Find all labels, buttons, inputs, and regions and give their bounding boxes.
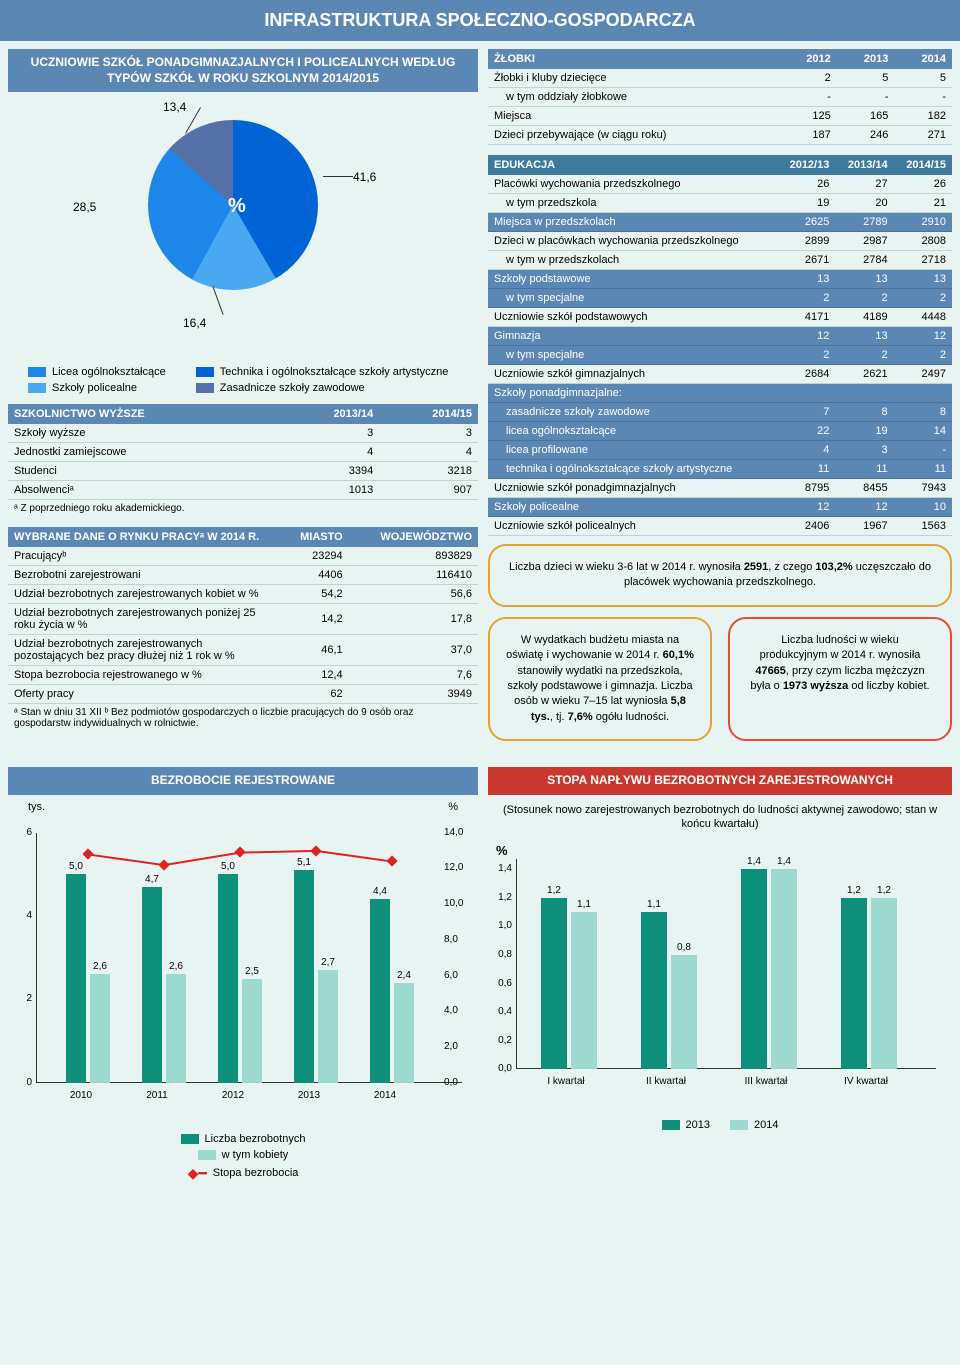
table-row: w tym oddziały żłobkowe--- <box>488 88 952 107</box>
table-row: Studenci33943218 <box>8 462 478 481</box>
callout-population: Liczba ludności w wieku produkcyjnym w 2… <box>728 617 952 741</box>
table-row: w tym specjalne222 <box>488 346 952 365</box>
callout-children: Liczba dzieci w wieku 3-6 lat w 2014 r. … <box>488 544 952 607</box>
pie-title: UCZNIOWIE SZKÓŁ PONADGIMNAZJALNYCH I POL… <box>8 49 478 92</box>
unemp-title: BEZROBOCIE REJESTROWANE <box>8 767 478 795</box>
table-row: Gimnazja121312 <box>488 327 952 346</box>
pie-label: 41,6 <box>353 170 376 184</box>
unemployment-chart: 02460,02,04,06,08,010,012,014,0201020112… <box>14 823 472 1123</box>
axis-label: % <box>448 801 458 813</box>
table-row: Oferty pracy623949 <box>8 685 478 704</box>
inflow-chart: % 0,00,20,40,60,81,01,21,4I kwartałII kw… <box>494 849 946 1109</box>
higher-edu-table: SZKOLNICTWO WYŻSZE2013/142014/15 Szkoły … <box>8 404 478 500</box>
table-row: Uczniowie szkół policealnych240619671563 <box>488 517 952 536</box>
table-row: Pracującyᵇ23294893829 <box>8 547 478 566</box>
table-row: Dzieci w placówkach wychowania przedszko… <box>488 232 952 251</box>
table-row: Bezrobotni zarejestrowani4406116410 <box>8 566 478 585</box>
table-row: Uczniowie szkół gimnazjalnych26842621249… <box>488 365 952 384</box>
pie-center: % <box>228 195 246 218</box>
inflow-title: STOPA NAPŁYWU BEZROBOTNYCH ZAREJESTROWAN… <box>488 767 952 795</box>
table-row: Placówki wychowania przedszkolnego262726 <box>488 175 952 194</box>
axis-label: tys. <box>28 801 45 813</box>
table-row: Stopa bezrobocia rejestrowanego w %12,47… <box>8 666 478 685</box>
table-row: w tym przedszkola192021 <box>488 194 952 213</box>
labor-table: WYBRANE DANE O RYNKU PRACYᵃ W 2014 R.MIA… <box>8 527 478 704</box>
table-row: Szkoły ponadgimnazjalne: <box>488 384 952 403</box>
table-row: Uczniowie szkół ponadgimnazjalnych879584… <box>488 479 952 498</box>
table-row: technika i ogólnokształcące szkoły artys… <box>488 460 952 479</box>
page-title: INFRASTRUKTURA SPOŁECZNO-GOSPODARCZA <box>0 0 960 41</box>
inflow-desc: (Stosunek nowo zarejestrowanych bezrobot… <box>488 795 952 840</box>
percent-label: % <box>496 843 508 858</box>
table-row: Udział bezrobotnych zarejestrowanych kob… <box>8 585 478 604</box>
pie-chart: % 41,6 16,4 28,5 13,4 <box>8 100 478 360</box>
pie-legend: Licea ogólnokształcąceSzkoły policealne … <box>28 366 478 394</box>
table-row: Udział bezrobotnych zarejestrowanych poz… <box>8 635 478 666</box>
table-row: Szkoły wyższe33 <box>8 424 478 443</box>
table-row: Dzieci przebywające (w ciągu roku)187246… <box>488 126 952 145</box>
table-row: licea ogólnokształcące221914 <box>488 422 952 441</box>
pie-label: 16,4 <box>183 316 206 330</box>
note: ᵃ Z poprzedniego roku akademickiego. <box>8 500 478 517</box>
table-row: Udział bezrobotnych zarejestrowanych pon… <box>8 604 478 635</box>
legend-item: Technika i ogólnokształcące szkoły artys… <box>196 366 449 378</box>
table-row: Miejsca125165182 <box>488 107 952 126</box>
table-row: w tym specjalne222 <box>488 289 952 308</box>
legend-item: Szkoły policealne <box>28 382 166 394</box>
table-row: Miejsca w przedszkolach262527892910 <box>488 213 952 232</box>
table-row: Absolwenciᵃ1013907 <box>8 481 478 500</box>
note: ᵃ Stan w dniu 31 XII ᵇ Bez podmiotów gos… <box>8 704 478 732</box>
table-row: w tym w przedszkolach267127842718 <box>488 251 952 270</box>
unemp-legend: Liczba bezrobotnych w tym kobiety ◆━Stop… <box>8 1133 478 1182</box>
callout-budget: W wydatkach budżetu miasta na oświatę i … <box>488 617 712 741</box>
table-row: zasadnicze szkoły zawodowe788 <box>488 403 952 422</box>
pie-label: 13,4 <box>163 100 186 114</box>
table-row: Szkoły policealne121210 <box>488 498 952 517</box>
edu-table: EDUKACJA2012/132013/142014/15 Placówki w… <box>488 155 952 536</box>
pie-label: 28,5 <box>73 200 96 214</box>
legend-item: Licea ogólnokształcące <box>28 366 166 378</box>
table-row: Szkoły podstawowe131313 <box>488 270 952 289</box>
table-row: licea profilowane43- <box>488 441 952 460</box>
nursery-table: ŻŁOBKI201220132014 Żłobki i kluby dzieci… <box>488 49 952 145</box>
table-row: Jednostki zamiejscowe44 <box>8 443 478 462</box>
table-row: Uczniowie szkół podstawowych417141894448 <box>488 308 952 327</box>
legend-item: Zasadnicze szkoły zawodowe <box>196 382 449 394</box>
inflow-legend: 2013 2014 <box>488 1119 952 1131</box>
table-row: Żłobki i kluby dziecięce255 <box>488 69 952 88</box>
